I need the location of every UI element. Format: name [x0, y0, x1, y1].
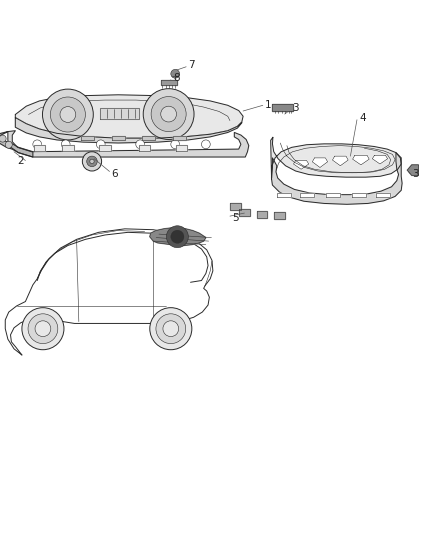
Polygon shape: [277, 193, 291, 197]
Text: 3: 3: [412, 168, 418, 179]
Text: 3: 3: [293, 103, 299, 113]
Circle shape: [33, 140, 42, 149]
Circle shape: [35, 321, 51, 336]
Polygon shape: [230, 203, 241, 209]
Circle shape: [5, 141, 12, 148]
Polygon shape: [142, 136, 155, 140]
Polygon shape: [173, 136, 186, 140]
Polygon shape: [81, 136, 94, 140]
Circle shape: [96, 140, 105, 149]
Circle shape: [150, 308, 192, 350]
Circle shape: [136, 140, 145, 149]
Circle shape: [171, 69, 180, 78]
Text: 4: 4: [359, 112, 366, 123]
Circle shape: [161, 106, 177, 122]
Text: 2: 2: [18, 156, 24, 166]
Polygon shape: [150, 228, 206, 246]
Polygon shape: [99, 145, 111, 151]
Polygon shape: [139, 145, 150, 151]
Polygon shape: [293, 160, 309, 169]
Circle shape: [82, 152, 102, 171]
Circle shape: [60, 107, 76, 123]
Text: 1: 1: [265, 100, 272, 110]
Polygon shape: [161, 80, 177, 85]
Polygon shape: [274, 212, 285, 219]
Circle shape: [42, 89, 93, 140]
Polygon shape: [312, 158, 328, 167]
Polygon shape: [15, 95, 243, 138]
Polygon shape: [352, 193, 366, 197]
Circle shape: [166, 226, 188, 248]
Circle shape: [201, 140, 210, 149]
Circle shape: [87, 156, 97, 167]
Text: 5: 5: [232, 213, 239, 223]
Polygon shape: [176, 145, 187, 151]
Polygon shape: [326, 193, 340, 197]
Polygon shape: [8, 131, 249, 157]
Polygon shape: [272, 152, 402, 204]
Polygon shape: [353, 155, 369, 165]
Polygon shape: [407, 165, 418, 175]
Polygon shape: [0, 132, 33, 157]
Circle shape: [0, 135, 6, 142]
Polygon shape: [257, 211, 267, 219]
Polygon shape: [300, 193, 314, 197]
Circle shape: [143, 88, 194, 140]
Circle shape: [28, 314, 58, 344]
Polygon shape: [15, 118, 242, 143]
Polygon shape: [34, 145, 45, 151]
Circle shape: [171, 140, 180, 149]
Polygon shape: [5, 229, 213, 355]
Text: 6: 6: [112, 168, 118, 179]
Polygon shape: [376, 193, 390, 197]
Polygon shape: [332, 156, 348, 166]
Polygon shape: [112, 136, 125, 140]
Circle shape: [90, 159, 94, 164]
Polygon shape: [239, 209, 250, 216]
Polygon shape: [271, 138, 401, 178]
Circle shape: [50, 97, 85, 132]
Circle shape: [61, 140, 70, 149]
Polygon shape: [372, 155, 388, 164]
Circle shape: [151, 96, 186, 132]
Circle shape: [163, 321, 179, 336]
Polygon shape: [100, 108, 139, 119]
Circle shape: [22, 308, 64, 350]
Text: 7: 7: [188, 60, 195, 70]
Polygon shape: [62, 145, 74, 151]
Circle shape: [156, 314, 186, 344]
Polygon shape: [272, 104, 293, 110]
Text: 8: 8: [173, 73, 180, 83]
Circle shape: [171, 230, 184, 243]
